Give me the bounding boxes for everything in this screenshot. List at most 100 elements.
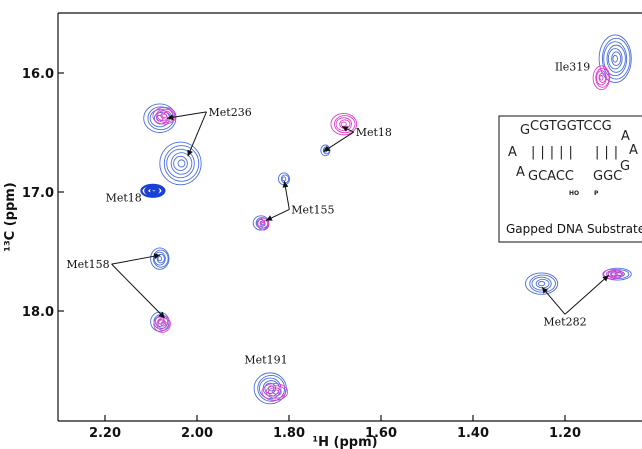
inset-top-strand: CGTGGTCCG [530,119,612,134]
annotation-arrow [111,263,166,319]
peak-annotation-label: Met18 [356,126,392,139]
peak-contour [161,113,168,118]
arrows-layer [111,111,610,319]
peak-contour [166,148,195,179]
inset-pairs-left: ||||| [531,145,578,160]
peak-contour [259,377,282,400]
peak-contour [599,74,604,81]
peaks-layer [140,34,632,405]
peak-annotation-label: Met282 [543,315,586,328]
peak-dark_blue [140,183,166,198]
x-tick-label: 2.00 [181,426,213,441]
peak-contour [152,107,177,125]
peak-contour [159,141,202,186]
peak-contour [611,51,622,66]
peak-annotation-label: Met191 [244,353,287,366]
inset-box [498,115,642,243]
peak-contour [146,186,160,195]
peak-annotation-label: Ile319 [555,61,590,74]
peak-contour [592,65,611,91]
peak-contour [281,176,287,182]
peak-contour [603,267,632,281]
peak-magenta [602,268,624,280]
annotation-arrow [282,181,290,210]
peak-blue [150,311,170,332]
ticks-layer: 2.20 2.00 1.80 1.60 1.40 1.20 16.0 17.0 18.0 [22,67,581,441]
inset-right-mid: A [629,143,638,158]
peak-contour [334,115,356,134]
x-tick-label: 1.60 [365,426,397,441]
peak-contour [603,41,628,77]
x-tick-label: 1.40 [457,426,489,441]
peak-contour [607,271,619,277]
peak-contour [257,375,286,402]
peak-magenta [592,65,611,91]
peak-blue [150,247,170,270]
annotation-arrow [167,111,207,121]
peak-contour [614,272,623,277]
peak-contour [605,270,622,279]
peak-contour [606,44,626,73]
annotation-arrow [187,111,207,157]
y-tick-label: 17.0 [22,186,54,201]
peak-magenta [152,107,177,125]
peak-contour [612,54,618,63]
peak-contour [163,145,200,182]
peak-contour [601,37,631,80]
peak-contour [144,185,164,197]
inset-label-ho: HO [569,190,579,197]
peak-blue [525,272,559,295]
peak-magenta [257,217,270,231]
peak-contour [261,383,289,401]
y-tick-label: 18.0 [22,305,54,320]
peak-contour [595,67,610,88]
y-axis-title: ¹³C (ppm) [3,182,18,252]
peak-contour [531,276,552,291]
peak-contour [152,249,169,268]
peak-contour [177,159,186,168]
peak-contour [598,72,607,83]
peak-contour [140,183,166,198]
peak-annotation-label: Met18 [106,192,142,205]
inset-right-bottom: G [620,159,630,174]
inset-left-bottom: A [516,165,525,180]
annotation-arrow [265,208,290,222]
peak-contour [525,272,559,295]
dna-substrate-inset: G CGTGGTCCG A A ||||| ||| A A GCACC GGC … [498,115,642,243]
inset-right-top: A [621,129,630,144]
peak-contour [610,272,617,276]
peak-contour [272,389,280,395]
peak-contour [330,113,358,136]
peak-magenta [330,113,358,136]
peak-contour [170,152,193,175]
peak-contour [537,281,546,287]
peak-contour [260,219,269,229]
peak-contour [598,34,632,83]
peak-blue [159,141,202,186]
peak-contour [602,268,624,280]
inset-caption: Gapped DNA Substrate [506,222,642,236]
inset-left-mid: A [508,145,517,160]
inset-label-p: P [594,190,599,197]
x-axis-title: ¹H (ppm) [312,435,377,449]
peak-contour [267,387,282,397]
peak-contour [173,155,188,172]
peak-contour [264,382,277,394]
peak-blue [598,34,632,83]
inset-bottom-left-strand: GCACC [528,169,574,184]
annotation-arrow [541,286,566,315]
peak-contour [607,48,623,70]
peak-annotation-label: Met155 [291,203,334,216]
labels-layer: Ile319 Met236 Met18 Met18 Met155 Met158 Met282… [66,61,590,367]
peak-magenta [261,383,289,401]
peak-annotation-label: Met236 [209,106,252,119]
annotation-arrow [323,131,354,152]
y-tick-label: 16.0 [22,67,54,82]
peak-contour [155,108,176,123]
peak-contour [261,221,266,227]
x-tick-label: 1.80 [273,426,305,441]
inset-pairs-right: ||| [595,145,623,160]
annotation-arrow [564,274,610,315]
inset-left-top: G [520,123,530,138]
